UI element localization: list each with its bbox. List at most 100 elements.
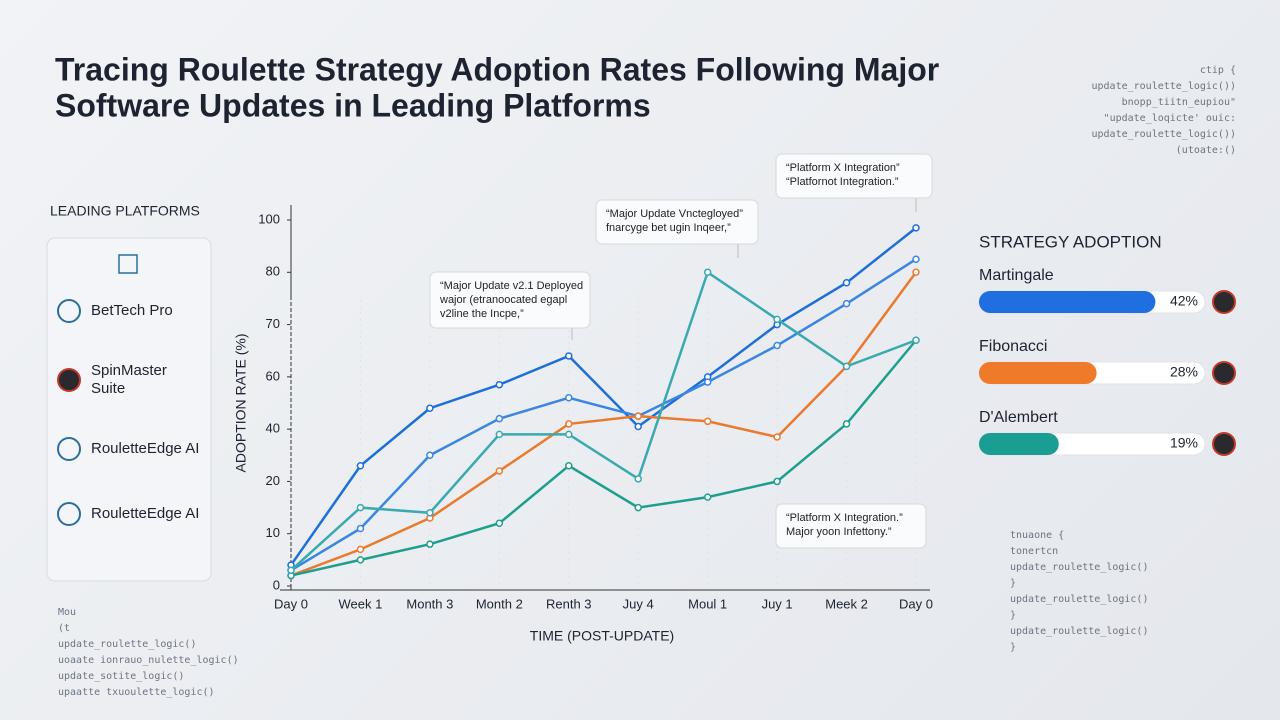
code-text: update_sotite_logic(): [58, 671, 184, 682]
data-point: [426, 509, 434, 517]
data-point: [634, 422, 642, 431]
series-line: [290, 271, 918, 577]
series-line: [290, 339, 917, 577]
data-point: [842, 420, 851, 428]
strategy-name: Fibonacci: [979, 338, 1047, 355]
data-point: [773, 341, 781, 350]
code-text: update_roulette_logic(): [58, 639, 196, 650]
x-tick-label: Day 0: [899, 596, 933, 611]
data-point: [495, 414, 504, 423]
annotation-box: [429, 271, 591, 329]
data-point: [634, 475, 642, 483]
annotation-text: “Platform X Integration”: [786, 162, 900, 174]
chip-icon: [1212, 361, 1236, 385]
code-text: tnuaone {: [1010, 530, 1064, 541]
code-text: update_roulette_logic()): [1092, 81, 1237, 92]
annotation-text: “Platform X Integration.”: [786, 512, 903, 524]
platform-icon: [57, 368, 81, 392]
data-point: [703, 378, 712, 386]
chip-icon: [1212, 432, 1236, 456]
data-point: [356, 461, 365, 470]
annotation-box: [775, 153, 933, 199]
title: Tracing Roulette Strategy Adoption Rates…: [55, 51, 939, 87]
code-text: ctip {: [1200, 65, 1236, 76]
code-text: bnopp_tiitn_eupiou": [1122, 97, 1236, 108]
code-text: upaatte txuoulette_logic(): [58, 687, 215, 698]
strategy-title: STRATEGY ADOPTION: [979, 232, 1162, 251]
data-point: [703, 268, 712, 277]
data-point: [426, 451, 434, 460]
code-text: Mou: [58, 607, 76, 618]
data-point: [634, 412, 642, 420]
data-point: [495, 430, 504, 439]
platform-name: BetTech Pro: [91, 302, 173, 319]
annotation-box: [595, 199, 759, 245]
series-line: [289, 226, 917, 566]
data-point: [912, 268, 920, 277]
annotation-text: “Major Update Vnctegloyed”: [606, 208, 743, 220]
code-text: }: [1010, 642, 1016, 653]
annotation-text: wajor (etranoocated egapl: [439, 294, 567, 306]
data-point: [842, 299, 851, 308]
annotation-text: v2line the Incpe,”: [440, 308, 524, 320]
data-point: [356, 545, 365, 554]
platform-name: Suite: [91, 380, 125, 397]
platform-icon: [57, 437, 81, 461]
x-tick-label: Meek 2: [825, 596, 868, 611]
data-point: [356, 524, 365, 533]
x-tick-label: Renth 3: [546, 596, 592, 611]
y-tick-label: 70: [266, 316, 280, 331]
y-tick-label: 20: [266, 473, 280, 488]
x-tick-label: Month 2: [476, 596, 523, 611]
y-tick-label: 80: [266, 264, 280, 279]
data-point: [842, 278, 851, 287]
code-text: }: [1010, 578, 1016, 589]
platform-panel: [46, 237, 212, 582]
bar: [979, 433, 1059, 455]
data-point: [565, 430, 573, 439]
data-point: [912, 224, 920, 232]
code-text: update_roulette_logic(): [1010, 562, 1148, 573]
title: Software Updates in Leading Platforms: [55, 87, 651, 123]
platform-name: RouletteEdge AI: [91, 505, 199, 522]
strategy-name: D'Alembert: [979, 409, 1058, 426]
data-point: [565, 352, 573, 360]
data-point: [703, 493, 712, 501]
data-point: [565, 394, 573, 402]
data-point: [842, 362, 851, 371]
bar-value-label: 28%: [1170, 364, 1198, 380]
data-point: [703, 417, 712, 426]
data-point: [773, 477, 781, 486]
x-tick-label: Week 1: [339, 596, 383, 611]
annotation-text: fnarcyge bet ugin Inqeer,”: [606, 222, 731, 234]
data-point: [356, 503, 365, 512]
code-text: (utoate:(): [1176, 145, 1236, 156]
code-text: }: [1010, 610, 1016, 621]
chip-icon: [1212, 290, 1236, 314]
data-point: [634, 503, 642, 512]
y-tick-label: 0: [273, 577, 280, 592]
code-text: update_roulette_logic(): [1010, 594, 1148, 605]
data-point: [495, 380, 504, 389]
code-text: update_roulette_logic(): [1010, 626, 1148, 637]
platforms-title: LEADING PLATFORMS: [50, 203, 200, 219]
strategy-name: Martingale: [979, 267, 1054, 284]
data-point: [495, 519, 504, 528]
code-text: tonertcn: [1010, 546, 1058, 557]
data-point: [426, 540, 434, 548]
panel-icon: [118, 254, 138, 274]
x-tick-label: Day 0: [274, 596, 308, 611]
platform-icon: [57, 502, 81, 526]
data-point: [565, 420, 573, 428]
x-axis-label: TIME (POST-UPDATE): [530, 628, 674, 644]
y-tick-label: 100: [258, 211, 280, 226]
bar: [979, 362, 1097, 384]
bar-value-label: 42%: [1170, 293, 1198, 309]
code-text: uoaate ionrauo_nulette_logic(): [58, 655, 239, 666]
data-point: [495, 467, 504, 475]
data-point: [287, 566, 295, 575]
y-tick-label: 60: [266, 368, 280, 383]
y-tick-label: 40: [266, 421, 280, 436]
data-point: [773, 315, 781, 324]
